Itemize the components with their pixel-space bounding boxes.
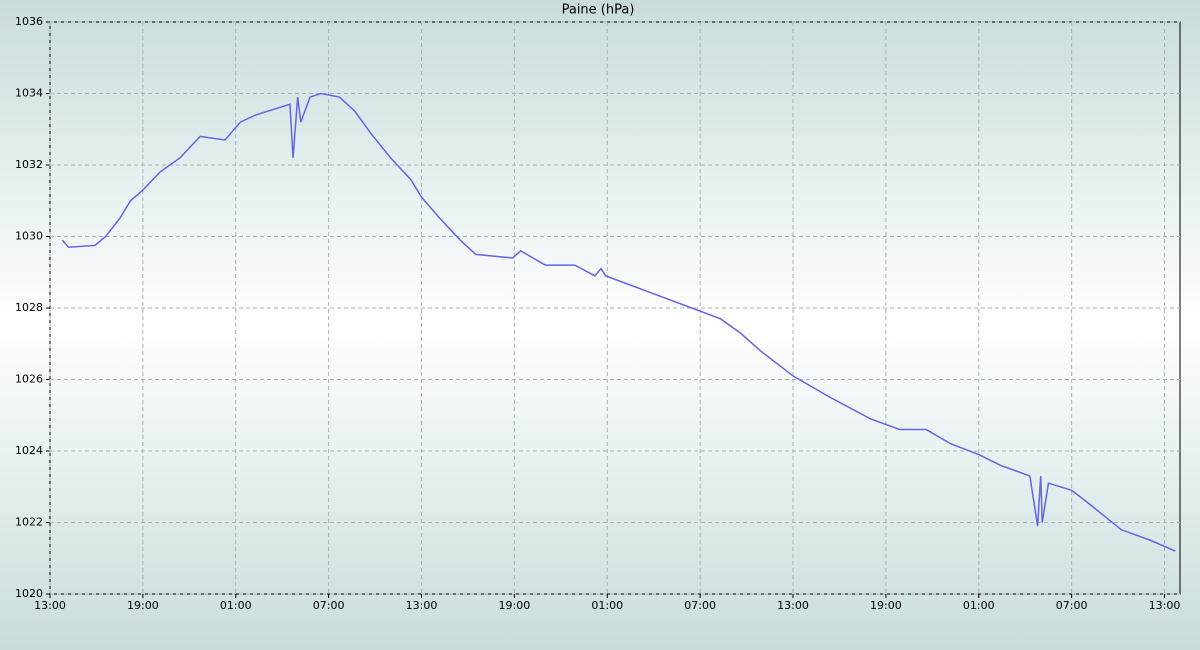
- x-tick-label: 13:00: [406, 599, 438, 612]
- y-tick-label: 1030: [15, 230, 43, 243]
- y-tick-label: 1036: [15, 15, 43, 28]
- y-tick-label: 1034: [15, 87, 43, 100]
- x-tick-label: 19:00: [127, 599, 159, 612]
- x-tick-label: 07:00: [313, 599, 345, 612]
- x-tick-label: 07:00: [1056, 599, 1088, 612]
- x-tick-label: 01:00: [963, 599, 995, 612]
- chart-title: Paine (hPa): [562, 3, 635, 18]
- y-tick-label: 1032: [15, 158, 43, 171]
- x-tick-label: 01:00: [591, 599, 623, 612]
- x-tick-label: 13:00: [1149, 599, 1181, 612]
- x-tick-label: 07:00: [684, 599, 716, 612]
- x-tick-label: 13:00: [777, 599, 809, 612]
- x-tick-label: 19:00: [499, 599, 531, 612]
- x-tick-label: 19:00: [870, 599, 902, 612]
- y-tick-label: 1024: [15, 444, 43, 457]
- data-line: [61, 92, 1176, 552]
- y-tick-label: 1028: [15, 301, 43, 314]
- x-tick-label: 01:00: [220, 599, 252, 612]
- y-tick-label: 1020: [15, 587, 43, 600]
- y-tick-label: 1026: [15, 373, 43, 386]
- y-tick-label: 1022: [15, 516, 43, 529]
- x-tick-label: 13:00: [34, 599, 66, 612]
